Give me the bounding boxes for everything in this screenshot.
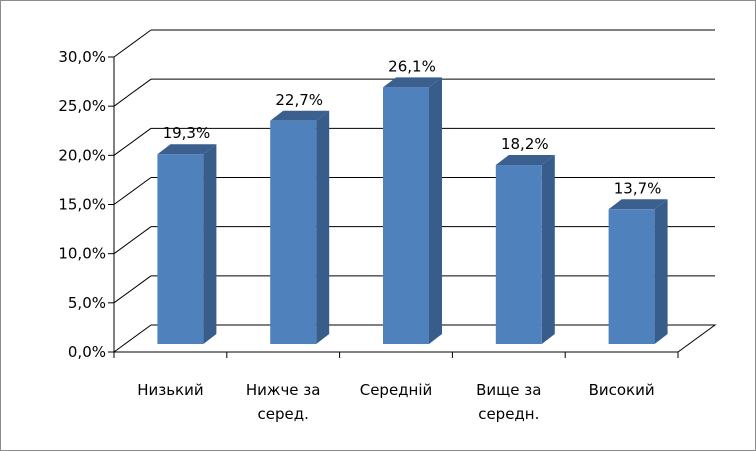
category-label: серед. xyxy=(258,405,309,423)
data-label: 13,7% xyxy=(614,179,662,197)
gridline-diagonal xyxy=(113,324,152,353)
bar-top xyxy=(157,144,217,155)
bar-side xyxy=(541,155,555,344)
bar-front xyxy=(157,154,204,344)
bar-top xyxy=(383,77,442,88)
gridline-diagonal xyxy=(113,177,152,205)
bar-side xyxy=(429,77,442,344)
category-label: Вище за xyxy=(476,381,541,399)
category-label: Високий xyxy=(589,381,655,399)
data-label: 26,1% xyxy=(388,57,436,75)
category-label: Середній xyxy=(360,381,433,399)
labels: 0,0% 5,0% 10,0% 15,0% 20,0% 25,0% 30,0% 19,3% Ни… xyxy=(58,48,661,423)
bar xyxy=(383,77,442,344)
bar xyxy=(495,155,555,344)
bar-front xyxy=(383,87,429,344)
category-label: Нижче за xyxy=(246,381,321,399)
bar-front xyxy=(608,209,655,344)
bar-side xyxy=(316,110,330,345)
y-tick-label: 30,0% xyxy=(58,48,106,66)
category-label: Низький xyxy=(137,381,203,399)
y-tick-label: 25,0% xyxy=(58,97,106,115)
gridline-diagonal xyxy=(113,275,152,304)
data-label: 19,3% xyxy=(163,124,211,142)
gridline-diagonal xyxy=(113,127,152,156)
y-tick-label: 20,0% xyxy=(58,146,106,164)
bar-side xyxy=(654,199,668,344)
data-label: 22,7% xyxy=(275,91,323,109)
y-tick-label: 10,0% xyxy=(58,245,106,263)
bar xyxy=(270,110,330,345)
y-tick-label: 5,0% xyxy=(68,294,106,312)
bar-top xyxy=(495,155,555,166)
bar-top xyxy=(608,199,668,210)
y-tick-label: 15,0% xyxy=(58,196,106,214)
bar-front xyxy=(270,120,317,345)
y-tick-label: 0,0% xyxy=(68,343,106,361)
bar-front xyxy=(495,165,542,344)
category-label: середн. xyxy=(478,405,539,423)
bars xyxy=(157,77,668,345)
bar-top xyxy=(270,110,330,121)
data-label: 18,2% xyxy=(501,135,549,153)
gridline-diagonal xyxy=(113,78,152,107)
bar xyxy=(608,199,668,344)
bar xyxy=(157,144,217,344)
bar-side xyxy=(203,144,217,344)
gridline-diagonal xyxy=(113,29,152,58)
gridline-diagonal xyxy=(113,226,152,255)
